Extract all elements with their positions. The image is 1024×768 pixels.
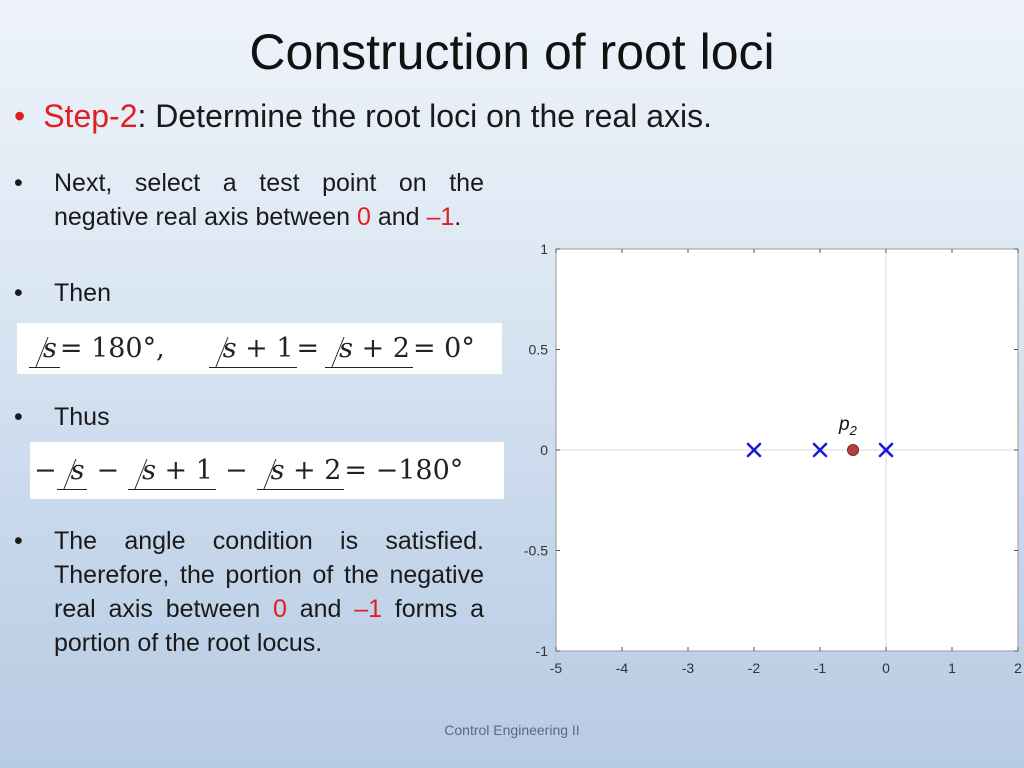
highlight-zero: 0 bbox=[356, 203, 371, 231]
x-tick-label: 2 bbox=[1014, 660, 1022, 676]
bullet-text: Thus bbox=[54, 403, 110, 431]
bullet-marker: • bbox=[14, 169, 23, 197]
bullet-text: The angle condition is satisfied. Theref… bbox=[54, 527, 484, 623]
pole-x-marker bbox=[812, 442, 828, 458]
test-point-marker bbox=[847, 444, 859, 456]
angle-symbol: s + 1 bbox=[128, 455, 216, 490]
x-tick-label: 0 bbox=[882, 660, 890, 676]
bullet-thus: • Thus bbox=[14, 400, 484, 434]
bullet-text: forms a portion of the root locus. bbox=[54, 595, 484, 657]
highlight-zero: 0 bbox=[273, 595, 287, 623]
highlight-minus-one: –1 bbox=[426, 203, 455, 231]
y-tick-label: 1 bbox=[540, 241, 548, 257]
angle-symbol: s bbox=[56, 455, 88, 490]
bullet-next: • Next, select a test point on the negat… bbox=[14, 166, 484, 234]
step-label: Step-2 bbox=[43, 98, 138, 134]
step-heading: • Step-2: Determine the root loci on the … bbox=[14, 96, 712, 136]
x-tick-label: -1 bbox=[814, 660, 827, 676]
equation-angles-individual: s = 180°, s + 1 = s + 2 = 0° bbox=[17, 323, 502, 374]
pole-x-marker bbox=[878, 442, 894, 458]
bullet-conclusion: • The angle condition is satisfied. Ther… bbox=[14, 524, 484, 660]
equation-term: = 180°, bbox=[59, 333, 165, 364]
bullet-marker: • bbox=[14, 98, 26, 134]
angle-symbol: s bbox=[29, 333, 60, 368]
y-tick-label: 0 bbox=[540, 442, 548, 458]
x-tick-label: -2 bbox=[748, 660, 761, 676]
angle-symbol: s + 2 bbox=[256, 455, 345, 490]
x-tick-label: 1 bbox=[948, 660, 956, 676]
bullet-text: and bbox=[286, 595, 355, 623]
bullet-marker: • bbox=[14, 403, 23, 431]
slide-title: Construction of root loci bbox=[249, 24, 775, 80]
highlight-minus-one: –1 bbox=[354, 595, 383, 623]
equation-term: = −180° bbox=[344, 455, 464, 486]
bullet-text: Then bbox=[54, 279, 111, 307]
equation-term: − bbox=[224, 455, 248, 486]
y-tick-label: 0.5 bbox=[529, 342, 549, 358]
equation-term: − bbox=[96, 455, 120, 486]
bullet-marker: • bbox=[14, 279, 23, 307]
y-tick-label: -0.5 bbox=[524, 543, 548, 559]
pole-x-marker bbox=[746, 442, 762, 458]
x-tick-label: -3 bbox=[682, 660, 695, 676]
equation-term: = 0° bbox=[412, 333, 475, 364]
test-point-label: p2 bbox=[838, 414, 858, 438]
x-tick-label: -4 bbox=[616, 660, 629, 676]
equation-term: − bbox=[34, 455, 57, 486]
angle-symbol: s + 1 bbox=[208, 333, 297, 368]
x-tick-label: -5 bbox=[550, 660, 563, 676]
footer-text: Control Engineering II bbox=[444, 722, 580, 738]
angle-symbol: s + 2 bbox=[325, 333, 413, 368]
bullet-text: Next, select a test point on the negativ… bbox=[54, 169, 484, 231]
bullet-text: . bbox=[454, 203, 462, 231]
bullet-text: and bbox=[370, 203, 427, 231]
bullet-then: • Then bbox=[14, 276, 484, 310]
step-description: : Determine the root loci on the real ax… bbox=[137, 98, 712, 134]
equation-angle-condition: − s − s + 1 − s + 2 = −180° bbox=[30, 442, 504, 499]
equation-term: = bbox=[296, 333, 320, 364]
y-tick-label: -1 bbox=[536, 643, 549, 659]
bullet-marker: • bbox=[14, 527, 23, 555]
